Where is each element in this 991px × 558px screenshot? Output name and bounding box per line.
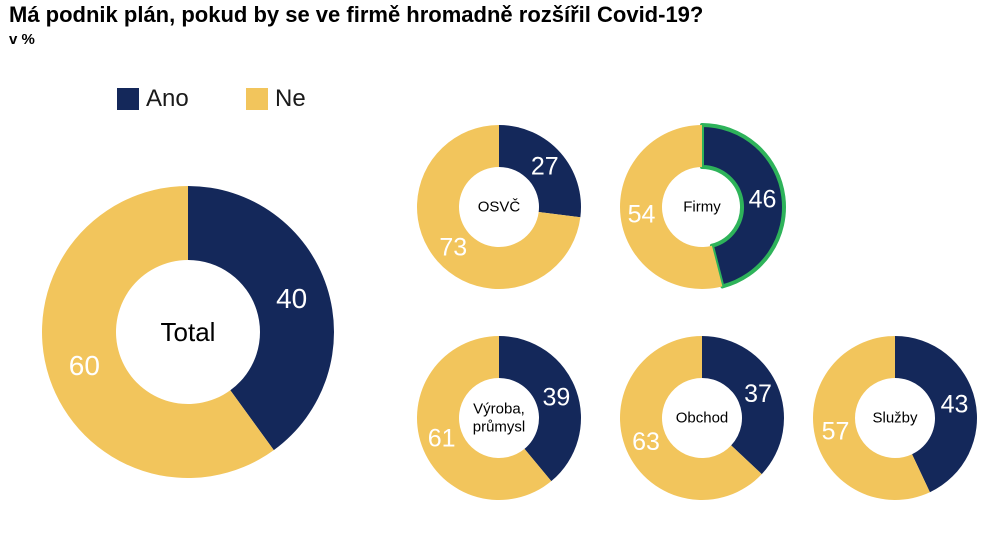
legend-label-ne: Ne: [275, 85, 306, 112]
center-label-sluzby: Služby: [872, 410, 918, 427]
slice-obchod-ne: [620, 336, 762, 500]
donut-firmy: 46 54 Firmy: [619, 123, 786, 290]
chart-title: Má podnik plán, pokud by se ve firmě hro…: [9, 2, 704, 27]
value-label-osvc-ano: 27: [531, 153, 559, 181]
center-label-firmy: Firmy: [683, 199, 721, 216]
value-label-total-ano: 40: [276, 283, 307, 314]
center-label-osvc: OSVČ: [478, 199, 521, 216]
value-label-firmy-ano: 46: [749, 185, 777, 213]
value-label-vyroba-prumysl-ne: 61: [428, 425, 456, 453]
slice-obchod-ano: [702, 336, 784, 475]
donut-total: 40 60 Total: [41, 185, 334, 478]
donut-sluzby: 43 57 Služby: [812, 336, 977, 500]
donut-osvc: 27 73 OSVČ: [417, 125, 581, 289]
value-label-vyroba-prumysl-ano: 39: [542, 383, 570, 411]
value-label-total-ne: 60: [69, 350, 100, 381]
slice-total-ano: [188, 186, 334, 451]
legend-item-ano: Ano: [117, 85, 189, 113]
legend-swatch-ano: [117, 88, 139, 110]
donut-obchod: 37 63 Obchod: [620, 336, 784, 500]
slice-total-ne: [41, 185, 274, 478]
value-label-sluzby-ne: 57: [822, 417, 850, 445]
slice-sluzby-ne: [812, 336, 930, 500]
center-label-total: Total: [161, 317, 216, 347]
slice-firmy-ano: [700, 123, 786, 289]
slice-firmy-ne: [619, 125, 723, 290]
value-label-obchod-ano: 37: [744, 380, 772, 408]
chart-subtitle: v %: [9, 31, 35, 48]
donut-vyroba-prumysl: 39 61 Výroba, průmysl: [416, 336, 581, 501]
value-label-firmy-ne: 54: [628, 201, 656, 229]
slice-sluzby-ano: [895, 336, 977, 493]
slice-vyroba-prumysl-ne: [416, 336, 552, 501]
value-label-osvc-ne: 73: [439, 233, 467, 261]
center-label-vyroba-prumysl: Výroba, průmysl: [473, 401, 526, 436]
legend-label-ano: Ano: [146, 85, 189, 112]
value-label-sluzby-ano: 43: [941, 391, 969, 419]
slice-vyroba-prumysl-ano: [499, 336, 581, 482]
slice-osvc-ne: [417, 125, 581, 289]
center-label-obchod: Obchod: [676, 410, 729, 427]
legend-swatch-ne: [246, 88, 268, 110]
slice-osvc-ano: [499, 125, 581, 218]
legend-item-ne: Ne: [246, 85, 306, 113]
value-label-obchod-ne: 63: [632, 428, 660, 456]
